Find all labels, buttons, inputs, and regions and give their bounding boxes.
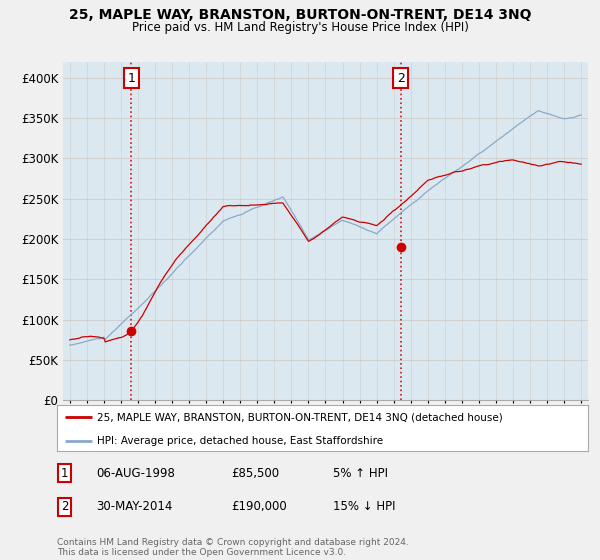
Text: 15% ↓ HPI: 15% ↓ HPI (333, 500, 395, 514)
Text: 30-MAY-2014: 30-MAY-2014 (96, 500, 172, 514)
Text: 25, MAPLE WAY, BRANSTON, BURTON-ON-TRENT, DE14 3NQ: 25, MAPLE WAY, BRANSTON, BURTON-ON-TRENT… (69, 8, 531, 22)
Text: 5% ↑ HPI: 5% ↑ HPI (333, 466, 388, 480)
Text: 2: 2 (61, 500, 68, 514)
Text: 06-AUG-1998: 06-AUG-1998 (96, 466, 175, 480)
Text: £190,000: £190,000 (231, 500, 287, 514)
Text: HPI: Average price, detached house, East Staffordshire: HPI: Average price, detached house, East… (97, 436, 383, 446)
Text: Price paid vs. HM Land Registry's House Price Index (HPI): Price paid vs. HM Land Registry's House … (131, 21, 469, 34)
Text: £85,500: £85,500 (231, 466, 279, 480)
Text: 1: 1 (61, 466, 68, 480)
Text: 1: 1 (127, 72, 135, 85)
Text: Contains HM Land Registry data © Crown copyright and database right 2024.
This d: Contains HM Land Registry data © Crown c… (57, 538, 409, 557)
Text: 25, MAPLE WAY, BRANSTON, BURTON-ON-TRENT, DE14 3NQ (detached house): 25, MAPLE WAY, BRANSTON, BURTON-ON-TRENT… (97, 412, 503, 422)
Text: 2: 2 (397, 72, 405, 85)
